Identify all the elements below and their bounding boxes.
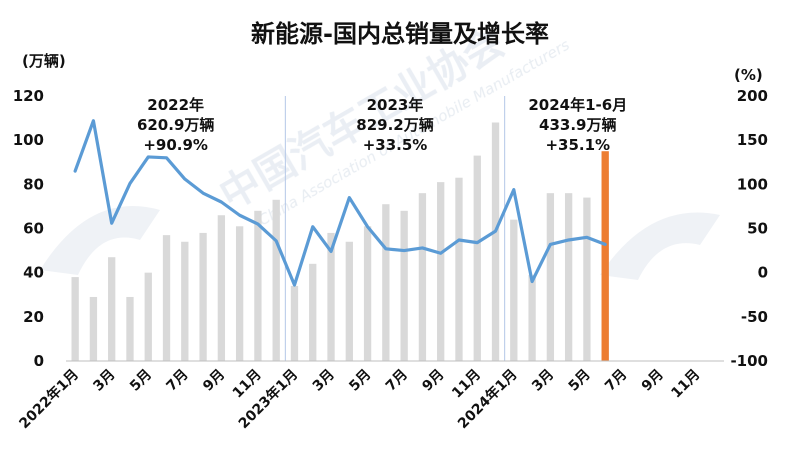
sales-bar: [491, 122, 500, 361]
x-tick-label: 2022年1月: [16, 366, 82, 432]
left-axis-unit: (万辆): [22, 52, 66, 70]
sales-bar: [510, 219, 518, 361]
annotation-line: 2022年: [147, 96, 204, 114]
sales-bar: [418, 193, 427, 361]
sales-bar: [162, 235, 171, 361]
right-axis-tick-label: 100: [737, 175, 768, 193]
annotation-line: 829.2万辆: [356, 116, 433, 134]
sales-bar: [217, 215, 226, 361]
x-tick-label: 11月: [668, 367, 703, 402]
highlight-bar: [601, 151, 609, 361]
left-axis-tick-label: 60: [23, 220, 44, 238]
annotation-line: 620.9万辆: [137, 116, 214, 134]
sales-bar: [455, 177, 463, 361]
sales-bar: [382, 204, 390, 361]
sales-bar: [583, 197, 591, 361]
annotation-line: 2024年1-6月: [528, 96, 627, 114]
sales-bar: [108, 257, 116, 361]
right-axis-ticks: -100 -50 0 50 100 150 200: [730, 87, 768, 370]
sales-bar: [71, 277, 79, 361]
right-axis-tick-label: 200: [737, 87, 768, 105]
annotation-line: 433.9万辆: [539, 116, 616, 134]
sales-bar: [199, 232, 207, 361]
x-tick-label: 3月: [529, 367, 557, 395]
sales-bar: [437, 182, 445, 361]
left-axis-tick-label: 80: [23, 175, 44, 193]
right-axis-unit: (%): [734, 66, 763, 84]
sales-bar: [546, 193, 555, 361]
growth-line: [73, 119, 607, 287]
left-axis-ticks: 0 20 40 60 80 100 120: [13, 87, 44, 370]
x-tick-label: 7月: [602, 367, 630, 395]
sales-bar: [272, 199, 280, 361]
annotation-line: +33.5%: [363, 136, 428, 154]
left-axis-tick-label: 20: [23, 308, 44, 326]
right-axis-tick-label: -50: [741, 308, 768, 326]
chart-title: 新能源-国内总销量及增长率: [251, 20, 549, 48]
right-axis-tick-label: 50: [747, 220, 768, 238]
left-axis-tick-label: 40: [23, 264, 44, 282]
x-tick-label: 9月: [200, 367, 228, 395]
right-axis-tick-label: 0: [758, 264, 768, 282]
x-tick-label: 9月: [639, 367, 667, 395]
x-tick-label: 7月: [383, 367, 411, 395]
sales-bar: [564, 193, 573, 361]
left-axis-tick-label: 100: [13, 131, 44, 149]
sales-bar: [528, 274, 536, 361]
x-tick-label: 5月: [346, 367, 374, 395]
annotation-line: +90.9%: [143, 136, 208, 154]
period-annotations: 2022年 620.9万辆 +90.9% 2023年 829.2万辆 +33.5% 2024…: [137, 96, 627, 154]
sales-bar: [181, 241, 189, 361]
left-axis-tick-label: 0: [34, 352, 44, 370]
sales-bar: [290, 285, 299, 361]
annotation-line: 2023年: [367, 96, 424, 114]
sales-bar: [363, 226, 372, 361]
sales-bar: [309, 263, 317, 361]
sales-bar: [400, 210, 408, 361]
period-dividers: [284, 96, 506, 361]
x-tick-label: 5月: [127, 367, 155, 395]
sales-bar: [345, 241, 353, 361]
sales-bar: [254, 210, 262, 361]
right-axis-tick-label: 150: [737, 131, 768, 149]
x-tick-label: 9月: [419, 367, 447, 395]
left-axis-tick-label: 120: [13, 87, 44, 105]
growth-line-series: [73, 119, 607, 287]
sales-bar: [144, 272, 152, 361]
sales-bar: [473, 155, 481, 361]
x-tick-label: 3月: [90, 367, 118, 395]
x-tick-label: 5月: [566, 367, 594, 395]
x-tick-label: 3月: [310, 367, 338, 395]
sales-bar: [327, 232, 335, 361]
sales-bar: [235, 226, 244, 361]
right-axis-tick-label: -100: [730, 352, 768, 370]
annotation-line: +35.1%: [545, 136, 610, 154]
sales-bar: [89, 296, 98, 361]
sales-bar: [126, 296, 134, 361]
sales-bars: [71, 122, 609, 361]
x-tick-label: 7月: [164, 367, 192, 395]
